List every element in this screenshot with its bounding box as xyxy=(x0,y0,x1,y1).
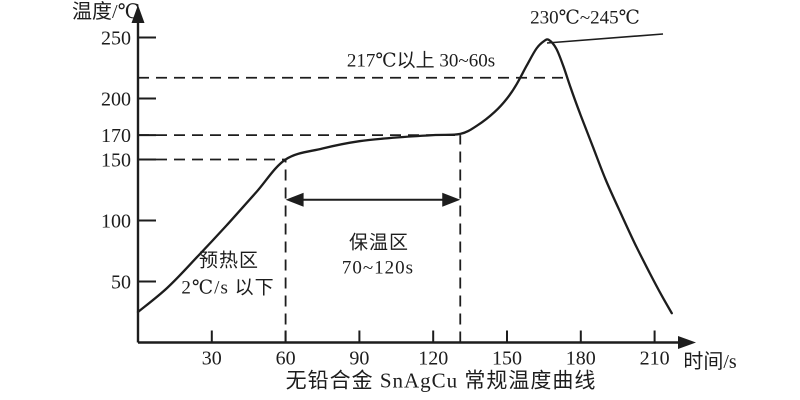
dashed-guides xyxy=(138,76,567,343)
preheat-zone-label: 预热区 xyxy=(198,250,260,272)
axis-ticks: 50 100 150 170 200 250 30 60 90 120 150 180 210 xyxy=(101,28,670,370)
chart-title: 无铅合金 SnAgCu 常规温度曲线 xyxy=(285,368,597,393)
y-tick-label: 250 xyxy=(101,28,131,50)
y-tick-label: 200 xyxy=(101,89,131,111)
y-axis-arrowhead xyxy=(131,5,145,23)
y-tick-label: 100 xyxy=(101,211,131,233)
peak-range-annotation: 230℃~245℃ xyxy=(530,7,640,29)
soak-arrow-head-right xyxy=(442,192,461,207)
x-axis-arrowhead xyxy=(678,336,696,349)
x-axis-title: 时间/s xyxy=(683,351,737,373)
x-tick-label: 120 xyxy=(418,348,448,370)
x-tick-label: 210 xyxy=(640,348,670,370)
curve-layer xyxy=(136,38,673,315)
soak-zone-duration-label: 70~120s xyxy=(341,257,415,279)
time-above-liquidus-annotation: 217℃以上 30~60s xyxy=(346,50,496,72)
soak-arrow-head-left xyxy=(285,192,304,207)
soak-zone-label: 保温区 xyxy=(348,232,410,254)
y-tick-label: 170 xyxy=(101,125,131,147)
extras-layer xyxy=(285,33,664,207)
preheat-rate-label: 2℃/s 以下 xyxy=(181,277,275,299)
temperature-curve-path xyxy=(136,38,673,315)
peak-leader-line xyxy=(546,33,664,44)
y-tick-label: 50 xyxy=(111,272,131,294)
x-tick-label: 30 xyxy=(202,348,222,370)
x-tick-label: 180 xyxy=(566,348,596,370)
x-tick-label: 150 xyxy=(492,348,522,370)
y-axis-title: 温度/℃ xyxy=(72,1,140,23)
y-tick-label: 150 xyxy=(101,150,131,172)
x-tick-label: 90 xyxy=(349,348,369,370)
x-tick-label: 60 xyxy=(276,348,296,370)
axes xyxy=(131,5,696,349)
